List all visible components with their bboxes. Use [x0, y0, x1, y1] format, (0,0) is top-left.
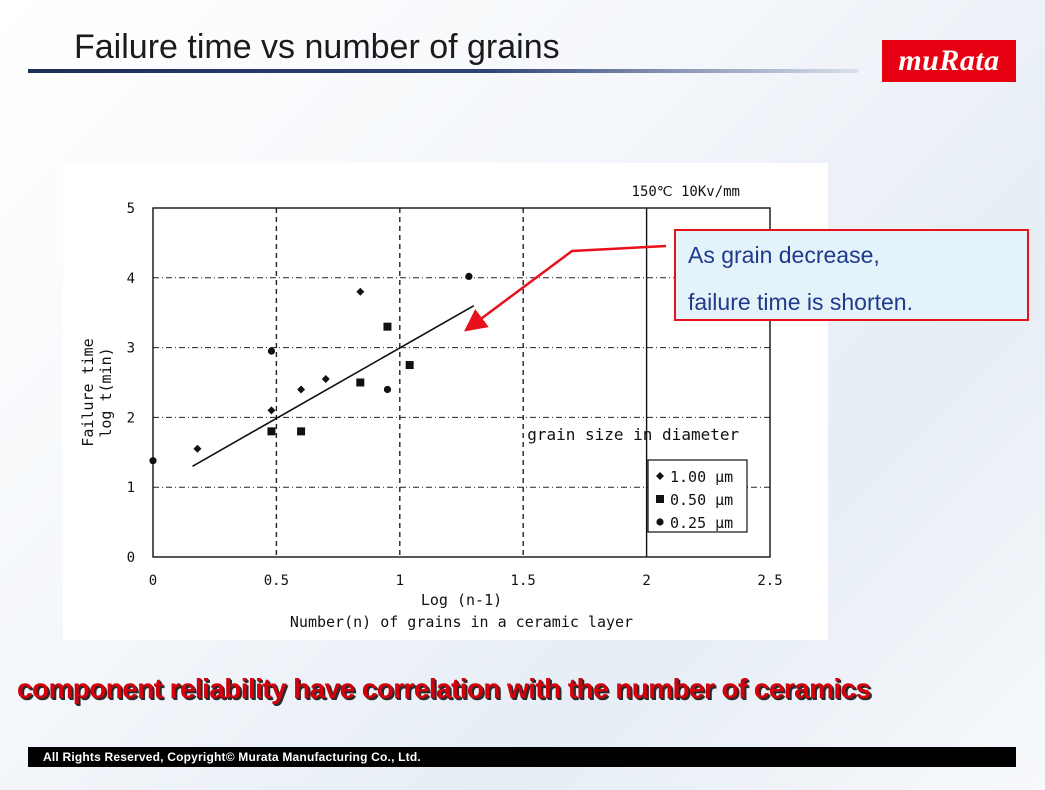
legend-box: [647, 459, 748, 533]
legend-entry: 1.00 μm: [670, 468, 733, 486]
y-tick-label: 1: [127, 480, 135, 496]
data-point: [297, 427, 306, 436]
slide-title: Failure time vs number of grains: [74, 28, 560, 66]
legend-title: grain size in diameter: [527, 425, 739, 444]
legend-marker: [656, 472, 664, 480]
data-point: [356, 378, 365, 387]
data-point: [267, 347, 276, 355]
y-axis-label: Failure time: [79, 338, 97, 446]
data-point: [321, 375, 330, 384]
conclusion-text: component reliability have correlation w…: [17, 673, 871, 704]
data-point: [405, 361, 414, 370]
x-tick-label: 1.5: [511, 573, 536, 589]
x-axis-label: Log (n-1): [421, 591, 502, 609]
x-tick-label: 0: [149, 573, 157, 589]
y-tick-label: 3: [127, 341, 135, 357]
legend-marker: [656, 518, 664, 526]
data-point: [383, 385, 392, 394]
data-point: [465, 272, 473, 281]
y-tick-label: 2: [127, 410, 135, 426]
footer-bar: All Rights Reserved, Copyright© Murata M…: [28, 747, 1016, 767]
y-tick-label: 5: [127, 201, 135, 217]
x-axis-sublabel: Number(n) of grains in a ceramic layer: [290, 613, 633, 631]
chart-title: 150℃ 10Kv/mm: [632, 184, 740, 200]
callout-box: As grain decrease, failure time is short…: [674, 229, 1029, 321]
data-point: [267, 427, 276, 436]
callout-line-2: failure time is shorten.: [688, 289, 913, 315]
y-axis-sublabel: log t(min): [97, 347, 115, 437]
x-tick-label: 0.5: [264, 573, 289, 589]
data-point: [193, 444, 202, 453]
legend-entry: 0.50 μm: [670, 491, 733, 509]
title-underline: [28, 69, 858, 73]
plot-frame: [152, 207, 771, 558]
data-point: [149, 457, 157, 465]
legend-entry: 0.25 μm: [670, 514, 733, 532]
legend-marker: [656, 495, 664, 503]
y-tick-label: 0: [127, 550, 135, 566]
trend-line: [192, 305, 475, 467]
copyright-text: All Rights Reserved, Copyright© Murata M…: [43, 750, 421, 764]
x-tick-label: 2.5: [757, 573, 782, 589]
callout-line-1: As grain decrease,: [688, 242, 880, 268]
scatter-chart: 0 1 2 3 4 5 0 0.5 1 1.5 2 2.5 Log (n-1) Number(n) of …: [79, 184, 783, 631]
data-point: [383, 322, 392, 331]
data-point: [267, 406, 276, 415]
data-point: [297, 385, 306, 394]
murata-logo: muRata: [882, 40, 1016, 82]
x-tick-label: 2: [642, 573, 650, 589]
y-tick-label: 4: [127, 271, 135, 287]
data-point: [356, 287, 365, 296]
x-tick-label: 1: [396, 573, 404, 589]
